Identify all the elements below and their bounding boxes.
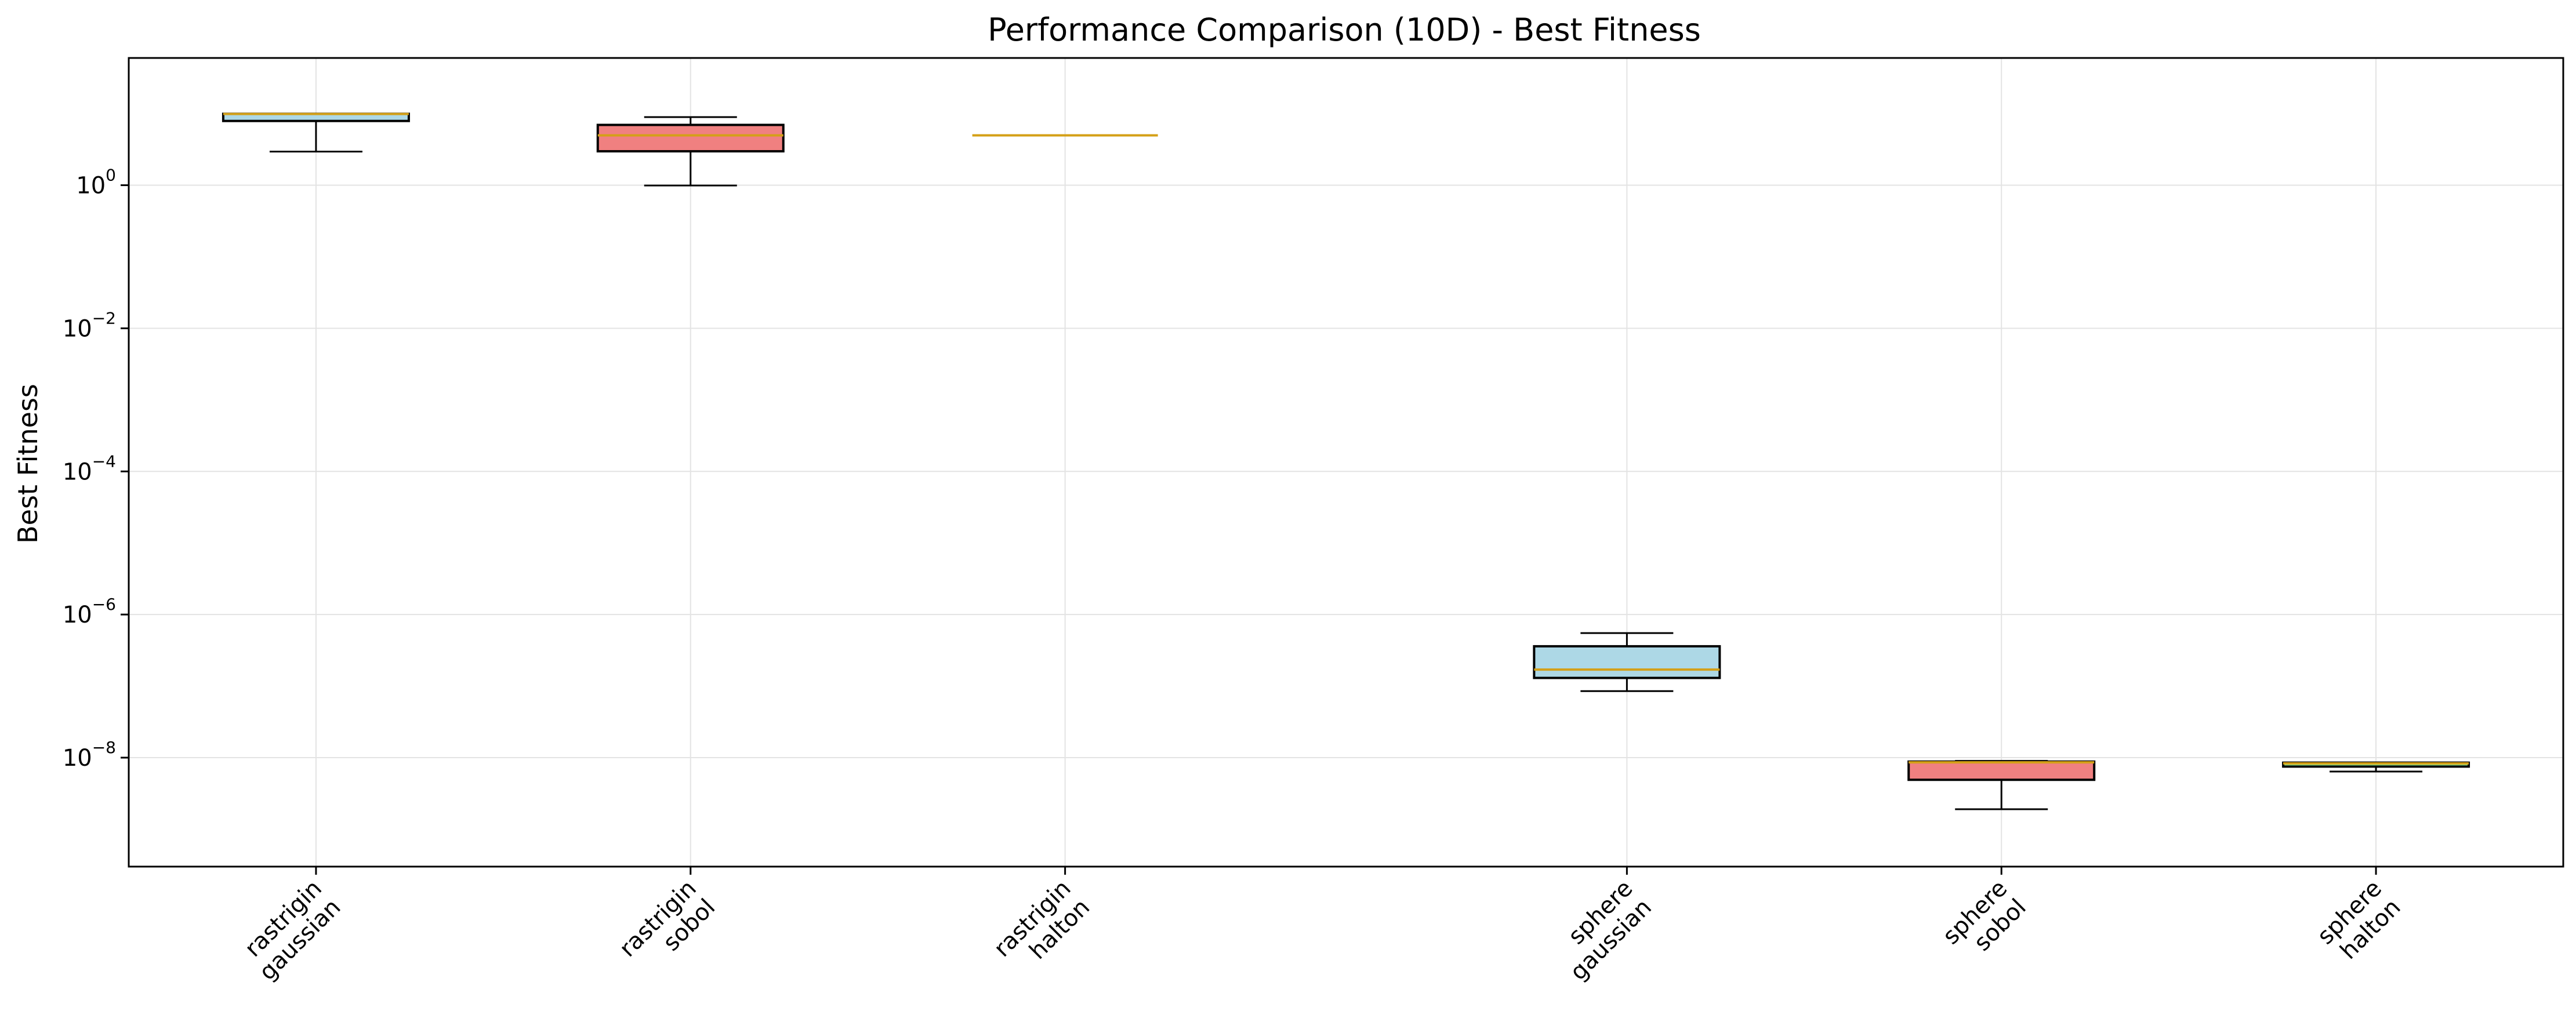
box-body (1907, 760, 2096, 781)
box-sphere-halton (2282, 761, 2470, 773)
grid-layer (129, 58, 2563, 867)
box-rastrigin-gaussian (222, 112, 410, 153)
box-sphere-sobol (1907, 760, 2096, 810)
plot-frame (128, 57, 2564, 868)
y-tick-label: 100 (76, 165, 116, 199)
box-sphere-gaussian (1533, 632, 1721, 692)
y-tick-label: 10−4 (63, 452, 116, 485)
y-axis: 100 10−2 10−4 10−6 10−8 (63, 165, 129, 772)
y-tick-label: 10−2 (63, 308, 116, 342)
y-axis-title: Best Fitness (12, 384, 43, 544)
box-body (596, 123, 785, 152)
y-tick-label: 10−6 (63, 595, 116, 628)
box-body (1533, 645, 1721, 679)
y-tick-label: 10−8 (63, 738, 116, 772)
box-rastrigin-sobol (596, 116, 785, 187)
boxes-layer (222, 112, 2470, 810)
chart-title: Performance Comparison (10D) - Best Fitn… (988, 12, 1701, 48)
